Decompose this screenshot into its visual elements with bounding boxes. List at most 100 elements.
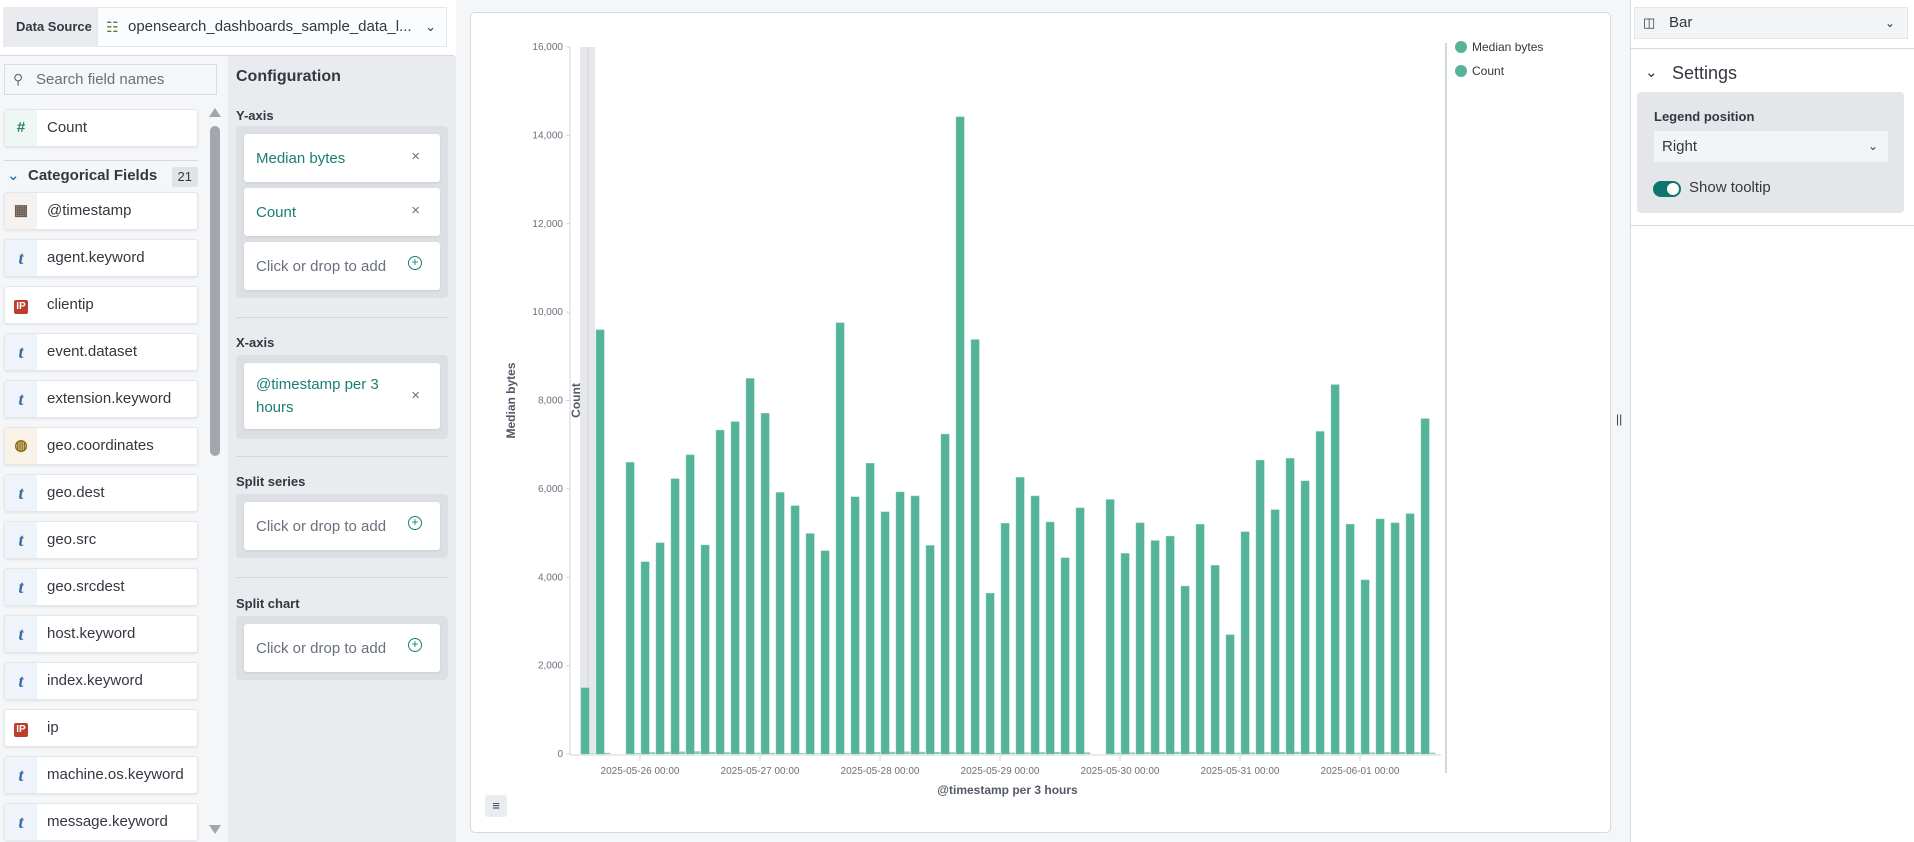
scrollbar-thumb[interactable] xyxy=(210,126,220,456)
bar-count xyxy=(949,752,956,754)
ip-type-icon: IP xyxy=(14,723,28,737)
resize-handle[interactable]: || xyxy=(1616,412,1623,426)
y-tick-label: 14,000 xyxy=(532,130,563,141)
field-item[interactable]: t geo.src xyxy=(4,521,198,559)
bar-count xyxy=(649,752,656,754)
chevron-down-icon: ⌄ xyxy=(1884,16,1895,30)
field-name: geo.dest xyxy=(47,484,105,501)
yaxis-item-count[interactable]: Count × xyxy=(244,188,440,236)
field-list-scrollbar[interactable] xyxy=(209,104,221,842)
field-name: event.dataset xyxy=(47,343,138,360)
y-tick-label: 8,000 xyxy=(538,396,563,407)
bar-count xyxy=(1204,752,1211,754)
field-item[interactable]: t index.keyword xyxy=(4,662,198,700)
bar-median-bytes xyxy=(805,533,815,755)
close-icon[interactable]: × xyxy=(411,202,420,219)
string-type-icon: t xyxy=(5,381,37,417)
field-count[interactable]: # Count xyxy=(4,109,198,147)
y-tick-label: 4,000 xyxy=(538,572,563,583)
y-tick-label: 0 xyxy=(557,749,563,760)
bar-median-bytes xyxy=(1225,634,1235,755)
field-item[interactable]: t event.dataset xyxy=(4,333,198,371)
scroll-down-arrow-icon[interactable] xyxy=(209,825,221,834)
bar-count xyxy=(694,751,701,754)
categorical-count-badge: 21 xyxy=(171,167,198,187)
xaxis-item-timestamp[interactable]: @timestamp per 3 hours × xyxy=(244,363,440,429)
bar-count xyxy=(739,752,746,754)
field-item[interactable]: t geo.srcdest xyxy=(4,568,198,606)
search-placeholder: Search field names xyxy=(36,71,165,88)
close-icon[interactable]: × xyxy=(411,387,420,404)
field-name: message.keyword xyxy=(47,813,168,830)
split-series-add-button[interactable]: Click or drop to add + xyxy=(244,502,440,550)
settings-panel: ◫ Bar ⌄ ⌄ Settings Legend position Right… xyxy=(1630,0,1914,842)
bar-chart[interactable]: 0 2,000 4,000 6,000 8,000 10,000 12,000 14,000 1… xyxy=(471,13,1612,834)
field-item[interactable]: IP clientip xyxy=(4,286,198,324)
field-name: machine.os.keyword xyxy=(47,766,184,783)
data-source-bar: Data Source ☷ opensearch_dashboards_samp… xyxy=(0,0,454,56)
legend-position-select[interactable]: Right ⌄ xyxy=(1654,131,1888,162)
bar-median-bytes xyxy=(1390,522,1400,755)
bar-count xyxy=(679,751,686,754)
split-chart-add-button[interactable]: Click or drop to add + xyxy=(244,624,440,672)
categorical-fields-header[interactable]: ⌄ Categorical Fields 21 xyxy=(4,160,198,190)
bar-count xyxy=(1084,752,1091,754)
bar-median-bytes xyxy=(730,421,740,755)
show-tooltip-toggle[interactable] xyxy=(1653,181,1681,197)
bar-count xyxy=(634,753,641,754)
bar-median-bytes xyxy=(685,454,695,755)
bar-median-bytes xyxy=(625,462,635,755)
bar-median-bytes xyxy=(760,413,770,755)
bar-median-bytes xyxy=(1015,477,1025,755)
bar-count xyxy=(874,752,881,754)
configuration-panel: Configuration Y-axis Median bytes × Count… xyxy=(228,56,456,842)
field-item[interactable]: t geo.dest xyxy=(4,474,198,512)
close-icon[interactable]: × xyxy=(411,148,420,165)
y-tick-label: 2,000 xyxy=(538,661,563,672)
yaxis-add-button[interactable]: Click or drop to add + xyxy=(244,242,440,290)
field-item[interactable]: ◍ geo.coordinates xyxy=(4,427,198,465)
bar-count xyxy=(979,752,986,754)
bar-count xyxy=(859,752,866,754)
split-series-title: Split series xyxy=(236,474,306,489)
data-source-select[interactable]: ☷ opensearch_dashboards_sample_data_l...… xyxy=(97,7,447,47)
search-field-input[interactable]: ⚲ Search field names xyxy=(4,64,217,95)
legend-item-1[interactable]: Count xyxy=(1472,64,1505,78)
index-pattern-icon: ☷ xyxy=(106,19,119,35)
field-item[interactable]: ▦ @timestamp xyxy=(4,192,198,230)
field-item[interactable]: t agent.keyword xyxy=(4,239,198,277)
x-tick-label: 2025-06-01 00:00 xyxy=(1321,766,1400,777)
legend-item-0[interactable]: Median bytes xyxy=(1472,40,1543,54)
legend-toggle-list-icon[interactable]: ≡ xyxy=(485,795,507,817)
legend-position-label: Legend position xyxy=(1654,109,1755,124)
bar-median-bytes xyxy=(1180,585,1190,755)
bar-count xyxy=(1039,752,1046,754)
field-name: geo.src xyxy=(47,531,97,548)
scroll-up-arrow-icon[interactable] xyxy=(209,108,221,117)
yaxis-item-median-bytes[interactable]: Median bytes × xyxy=(244,134,440,182)
toggle-knob xyxy=(1667,183,1679,195)
bar-median-bytes xyxy=(700,544,710,755)
string-type-icon: t xyxy=(5,804,37,840)
chevron-down-icon: ⌄ xyxy=(1645,64,1658,81)
bar-median-bytes xyxy=(775,492,785,755)
ip-type-icon: IP xyxy=(14,300,28,314)
field-item[interactable]: t extension.keyword xyxy=(4,380,198,418)
field-item[interactable]: IP ip xyxy=(4,709,198,747)
bar-count xyxy=(1279,752,1286,754)
settings-toggle[interactable]: ⌄ Settings xyxy=(1645,60,1737,86)
field-item[interactable]: t host.keyword xyxy=(4,615,198,653)
y-tick-label: 6,000 xyxy=(538,484,563,495)
add-label: Click or drop to add xyxy=(256,257,387,275)
xaxis-dropzone: @timestamp per 3 hours × xyxy=(236,355,448,439)
bar-median-bytes xyxy=(1210,565,1220,755)
bar-count xyxy=(1234,752,1241,754)
bar-median-bytes xyxy=(655,542,665,755)
bar-median-bytes xyxy=(940,433,950,755)
chart-type-select[interactable]: ◫ Bar ⌄ xyxy=(1634,7,1908,39)
count-axis-title: Count xyxy=(569,383,583,418)
bar-median-bytes xyxy=(985,592,995,755)
field-item[interactable]: t message.keyword xyxy=(4,803,198,841)
field-item[interactable]: t machine.os.keyword xyxy=(4,756,198,794)
x-tick-label: 2025-05-29 00:00 xyxy=(961,766,1040,777)
